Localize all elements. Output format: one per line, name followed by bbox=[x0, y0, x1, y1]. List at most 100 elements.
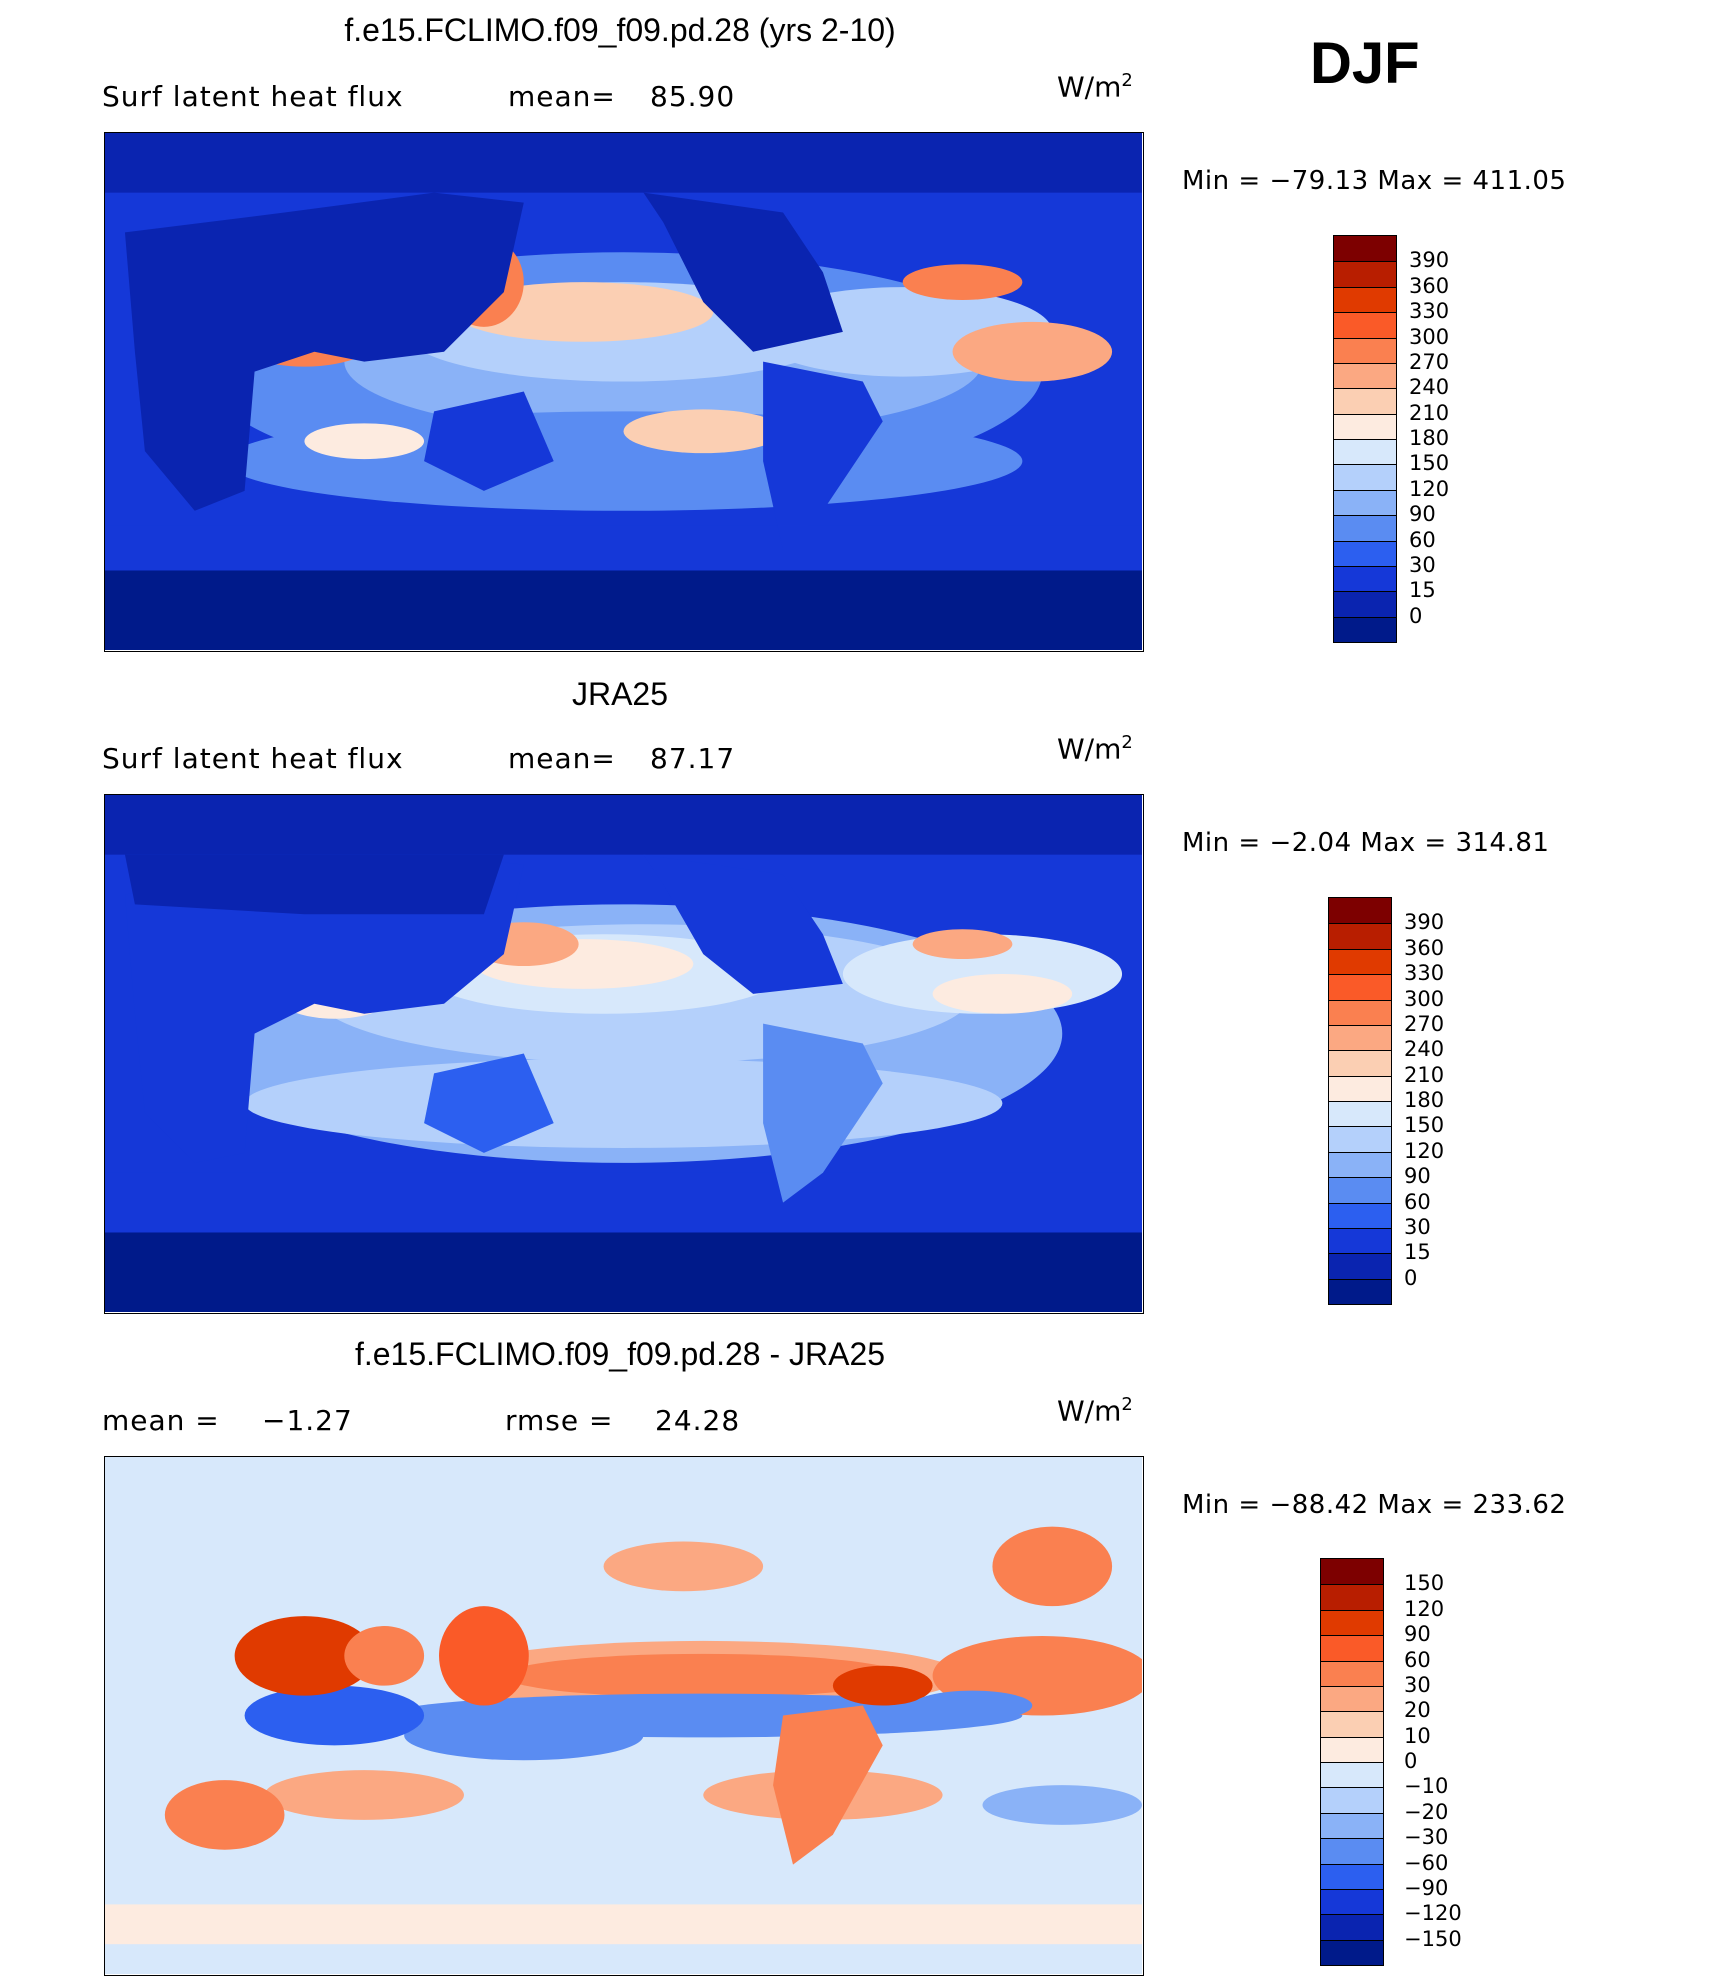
panel1-title: f.e15.FCLIMO.f09_f09.pd.28 (yrs 2-10) bbox=[344, 12, 896, 48]
colorbar-segment bbox=[1321, 1584, 1383, 1610]
colorbar-segment bbox=[1329, 1024, 1391, 1051]
colorbar-segment bbox=[1321, 1736, 1383, 1762]
colorbar-label: 30 bbox=[1404, 1672, 1431, 1697]
colorbar-label: 10 bbox=[1404, 1723, 1431, 1748]
colorbar-segment bbox=[1329, 1101, 1391, 1127]
colorbar-segment bbox=[1321, 1559, 1383, 1585]
panel2-title: JRA25 bbox=[571, 676, 669, 712]
colorbar-label: 360 bbox=[1404, 935, 1445, 960]
colorbar-label: −120 bbox=[1404, 1901, 1462, 1926]
panel2-variable: Surf latent heat flux bbox=[102, 742, 404, 775]
colorbar-label: 150 bbox=[1409, 451, 1450, 476]
colorbar-segment bbox=[1334, 362, 1396, 389]
panel1-mean-label: mean= bbox=[508, 80, 616, 113]
colorbar-label: 90 bbox=[1409, 502, 1436, 527]
colorbar-segment bbox=[1334, 464, 1396, 490]
colorbar-label: 0 bbox=[1404, 1265, 1418, 1290]
colorbar-segment bbox=[1329, 1050, 1391, 1076]
panel3-mean-value: −1.27 bbox=[262, 1404, 353, 1437]
colorbar-label: 240 bbox=[1409, 375, 1450, 400]
panel3-colorbar-bar bbox=[1320, 1558, 1384, 1966]
season-label: DJF bbox=[1310, 31, 1420, 96]
colorbar-segment bbox=[1321, 1914, 1383, 1940]
colorbar-segment bbox=[1334, 616, 1396, 642]
colorbar-label: 30 bbox=[1409, 552, 1436, 577]
colorbar-label: 360 bbox=[1409, 273, 1450, 298]
colorbar-segment bbox=[1321, 1762, 1383, 1788]
colorbar-label: 300 bbox=[1404, 986, 1445, 1011]
colorbar-label: 330 bbox=[1404, 961, 1445, 986]
panel1-variable: Surf latent heat flux bbox=[102, 80, 404, 113]
panel2-units: W/m2 bbox=[1057, 732, 1133, 766]
colorbar-segment bbox=[1334, 439, 1396, 465]
colorbar-label: −60 bbox=[1404, 1850, 1449, 1875]
panel2-map-plot bbox=[105, 795, 1142, 1312]
colorbar-label: 20 bbox=[1404, 1698, 1431, 1723]
colorbar-segment bbox=[1329, 974, 1391, 1000]
colorbar-label: 330 bbox=[1409, 299, 1450, 324]
panel3-title: f.e15.FCLIMO.f09_f09.pd.28 - JRA25 bbox=[354, 1336, 886, 1372]
colorbar-label: 390 bbox=[1404, 910, 1445, 935]
colorbar-segment bbox=[1329, 1075, 1391, 1101]
colorbar-label: −20 bbox=[1404, 1799, 1449, 1824]
colorbar-segment bbox=[1334, 337, 1396, 363]
panel2-mean-value: 87.17 bbox=[650, 742, 736, 775]
panel3-map-plot bbox=[105, 1457, 1152, 1974]
colorbar-segment bbox=[1321, 1812, 1383, 1839]
colorbar-segment bbox=[1329, 1177, 1391, 1203]
colorbar-segment bbox=[1334, 312, 1396, 338]
panel3-minmax: Min = −88.42 Max = 233.62 bbox=[1182, 1490, 1567, 1520]
colorbar-segment bbox=[1334, 489, 1396, 516]
colorbar-label: 30 bbox=[1404, 1214, 1431, 1239]
colorbar-label: −90 bbox=[1404, 1875, 1449, 1900]
panel3-rmse-label: rmse = bbox=[505, 1404, 614, 1437]
colorbar-label: 390 bbox=[1409, 248, 1450, 273]
colorbar-segment bbox=[1334, 540, 1396, 566]
colorbar-segment bbox=[1321, 1787, 1383, 1813]
panel3-rmse-value: 24.28 bbox=[655, 1404, 741, 1437]
panel1-map bbox=[104, 132, 1144, 652]
colorbar-segment bbox=[1321, 1711, 1383, 1737]
panel3-map bbox=[104, 1456, 1152, 1976]
colorbar-segment bbox=[1321, 1838, 1383, 1864]
colorbar-segment bbox=[1329, 1227, 1391, 1254]
colorbar-label: 15 bbox=[1409, 578, 1436, 603]
colorbar-label: 180 bbox=[1404, 1088, 1445, 1112]
colorbar-segment bbox=[1329, 1202, 1391, 1228]
colorbar-segment bbox=[1334, 591, 1396, 617]
panel1-units: W/m2 bbox=[1057, 70, 1133, 104]
colorbar-label: 240 bbox=[1404, 1037, 1445, 1062]
colorbar-label: 0 bbox=[1404, 1749, 1418, 1773]
panel1-colorbar-bar bbox=[1333, 235, 1397, 643]
colorbar-label: 150 bbox=[1404, 1113, 1445, 1138]
colorbar-label: −150 bbox=[1404, 1926, 1462, 1951]
colorbar-segment bbox=[1334, 261, 1396, 287]
colorbar-segment bbox=[1329, 1278, 1391, 1304]
colorbar-segment bbox=[1321, 1609, 1383, 1636]
colorbar-label: 0 bbox=[1409, 603, 1423, 628]
panel2-colorbar-bar bbox=[1328, 897, 1392, 1305]
colorbar-label: 150 bbox=[1404, 1571, 1445, 1596]
colorbar-segment bbox=[1321, 1685, 1383, 1712]
colorbar-label: 60 bbox=[1404, 1647, 1431, 1672]
colorbar-label: −30 bbox=[1404, 1825, 1449, 1850]
colorbar-segment bbox=[1329, 999, 1391, 1025]
colorbar-label: 120 bbox=[1409, 476, 1450, 501]
colorbar-segment bbox=[1321, 1888, 1383, 1915]
panel2-mean-label: mean= bbox=[508, 742, 616, 775]
colorbar-segment bbox=[1334, 413, 1396, 439]
panel2-minmax: Min = −2.04 Max = 314.81 bbox=[1182, 828, 1550, 858]
colorbar-segment bbox=[1334, 286, 1396, 313]
colorbar-label: 300 bbox=[1409, 324, 1450, 349]
panel1-minmax: Min = −79.13 Max = 411.05 bbox=[1182, 166, 1567, 196]
colorbar-segment bbox=[1329, 1151, 1391, 1178]
colorbar-label: 60 bbox=[1404, 1189, 1431, 1214]
colorbar-segment bbox=[1321, 1939, 1383, 1965]
colorbar-segment bbox=[1329, 1253, 1391, 1279]
colorbar-label: 90 bbox=[1404, 1164, 1431, 1189]
colorbar-segment bbox=[1321, 1863, 1383, 1889]
panel1-map-plot bbox=[105, 133, 1142, 650]
colorbar-label: −10 bbox=[1404, 1774, 1449, 1799]
colorbar-label: 15 bbox=[1404, 1240, 1431, 1265]
colorbar-label: 210 bbox=[1409, 400, 1450, 425]
